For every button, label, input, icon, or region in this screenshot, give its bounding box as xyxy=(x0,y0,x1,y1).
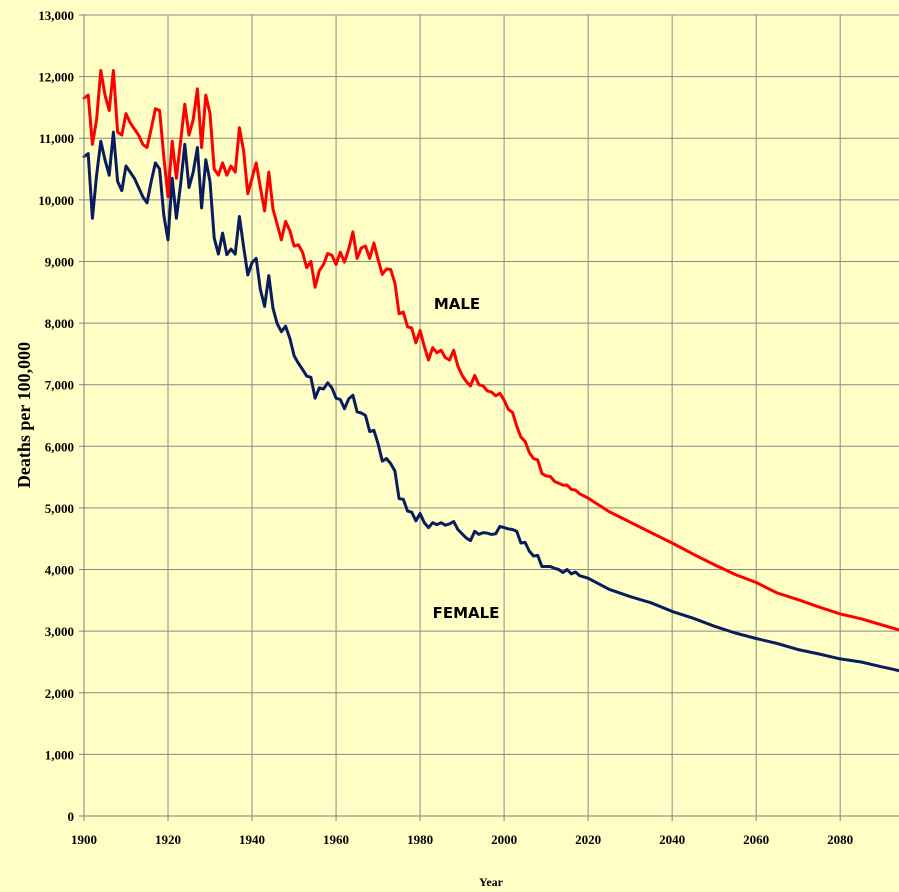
y-tick-label: 6,000 xyxy=(45,439,74,454)
x-tick-label: 2040 xyxy=(659,832,685,847)
x-tick-label: 2020 xyxy=(575,832,601,847)
y-tick-label: 9,000 xyxy=(45,254,74,269)
y-axis-title: Deaths per 100,000 xyxy=(14,342,34,488)
y-tick-label: 13,000 xyxy=(38,8,74,23)
y-tick-label: 11,000 xyxy=(39,131,74,146)
x-tick-label: 1940 xyxy=(239,832,265,847)
y-tick-label: 3,000 xyxy=(45,624,74,639)
plot-area xyxy=(84,15,899,816)
x-tick-label: 2080 xyxy=(827,832,853,847)
y-tick-label: 8,000 xyxy=(45,316,74,331)
y-tick-label: 0 xyxy=(68,809,75,824)
gridlines xyxy=(84,14,899,816)
y-tick-label: 1,000 xyxy=(45,747,74,762)
y-tick-label: 2,000 xyxy=(45,686,74,701)
x-tick-label: 2060 xyxy=(743,832,769,847)
x-tick-label: 1900 xyxy=(71,832,97,847)
y-tick-label: 5,000 xyxy=(45,501,74,516)
y-tick-label: 10,000 xyxy=(38,193,74,208)
series-label-female: FEMALE xyxy=(433,604,500,622)
y-axis-ticks: 0 1,000 2,000 3,000 4,000 5,000 6,000 7,000 8,00… xyxy=(38,8,84,824)
x-tick-label: 1920 xyxy=(155,832,181,847)
x-axis-ticks: 1900 1920 1940 1960 1980 2000 2020 2040 2060 2080 xyxy=(71,816,853,847)
x-tick-label: 2000 xyxy=(491,832,517,847)
series-label-male: MALE xyxy=(434,295,480,313)
series-line-female xyxy=(82,130,899,673)
y-tick-label: 12,000 xyxy=(38,70,74,85)
x-axis-title: Year xyxy=(479,875,504,889)
y-tick-label: 7,000 xyxy=(45,378,74,393)
y-tick-label: 4,000 xyxy=(45,563,74,578)
x-tick-label: 1960 xyxy=(323,832,349,847)
x-tick-label: 1980 xyxy=(407,832,433,847)
series-line-male xyxy=(82,69,899,632)
series-lines xyxy=(82,69,899,673)
